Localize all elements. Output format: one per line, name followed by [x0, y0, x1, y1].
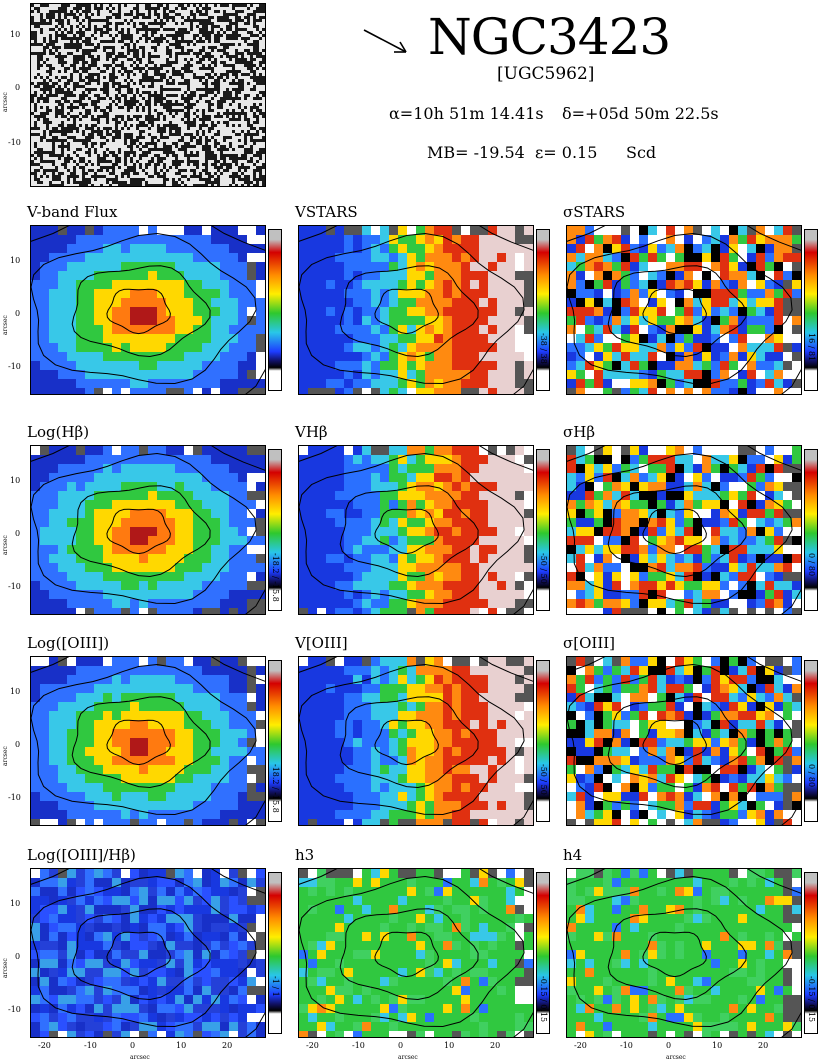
colorbar — [268, 872, 282, 1034]
panel-title: h3 — [295, 846, 315, 864]
x-tick-label: 0 — [666, 1041, 672, 1050]
panel-title: Log([OIII]/Hβ) — [27, 846, 136, 864]
panel-title: σHβ — [563, 423, 595, 441]
colorbar — [536, 872, 550, 1034]
morphological-type: Scd — [626, 143, 657, 162]
map-panel — [566, 656, 802, 826]
colorbar — [804, 872, 818, 1034]
colorbar-range-label: -18.2 / -15.8 — [271, 764, 280, 813]
x-tick-label: -20 — [38, 1041, 51, 1050]
x-tick-label: -10 — [84, 1041, 97, 1050]
panel-title: V[OIII] — [295, 634, 348, 652]
colorbar-range-label: -38 / 38 — [539, 333, 548, 364]
x-tick-label: 10 — [176, 1041, 187, 1050]
colorbar-range-label: -50 / 50 — [539, 553, 548, 584]
x-axis-label: arcsec — [666, 1054, 686, 1061]
y-tick-label: -10 — [8, 362, 21, 371]
colorbar-range-label: -18.2 / -15.8 — [271, 553, 280, 602]
colorbar — [536, 229, 550, 391]
colorbar — [804, 229, 818, 391]
y-axis-label: arcsec — [2, 746, 9, 766]
colorbar-range-label: 0 / 80 — [807, 764, 816, 788]
ra-coordinate: α=10h 51m 14.41s — [389, 104, 544, 123]
panel-title: σSTARS — [563, 203, 626, 221]
colorbar-range-label: 0 / 80 — [807, 553, 816, 577]
x-tick-label: -10 — [620, 1041, 633, 1050]
panel-title: V-band Flux — [27, 203, 118, 221]
x-tick-label: -10 — [352, 1041, 365, 1050]
absolute-magnitude: MB= -19.54 — [427, 143, 525, 162]
y-tick-label: 0 — [15, 309, 21, 318]
y-axis-label: arcsec — [2, 315, 9, 335]
y-tick-label: 10 — [10, 899, 21, 908]
colorbar-range-label: -0.15 / 0.15 — [807, 976, 816, 1023]
north-arrow-icon — [363, 29, 407, 53]
panel-title: h4 — [563, 846, 583, 864]
x-tick-label: 0 — [398, 1041, 404, 1050]
y-tick-label: -10 — [8, 582, 21, 591]
colorbar — [536, 660, 550, 822]
y-tick-label: 0 — [15, 952, 21, 961]
x-tick-label: -20 — [306, 1041, 319, 1050]
map-panel — [30, 445, 266, 615]
panel-title: σ[OIII] — [563, 634, 616, 652]
x-tick-label: 20 — [490, 1041, 501, 1050]
x-axis-label: arcsec — [398, 1054, 418, 1061]
ugc-name: [UGC5962] — [497, 64, 595, 84]
map-panel — [298, 868, 534, 1038]
map-panel — [566, 868, 802, 1038]
galaxy-name: NGC3423 — [428, 8, 671, 66]
map-panel — [30, 656, 266, 826]
colorbar — [804, 660, 818, 822]
x-tick-label: 10 — [444, 1041, 455, 1050]
panel-title: Log([OIII]) — [27, 634, 110, 652]
colorbar — [268, 660, 282, 822]
map-panel — [566, 225, 802, 395]
thumb-ytick-neg10: -10 — [8, 138, 21, 147]
colorbar — [536, 449, 550, 611]
colorbar-range-label: -1 / 1 — [271, 976, 280, 997]
x-tick-label: 20 — [758, 1041, 769, 1050]
thumb-ylabel: arcsec — [2, 92, 9, 112]
x-tick-label: 0 — [130, 1041, 136, 1050]
map-panel — [298, 445, 534, 615]
colorbar — [268, 449, 282, 611]
colorbar-range-label: -50 / 50 — [539, 764, 548, 795]
map-panel — [298, 225, 534, 395]
colorbar-range-label: -0.15 / 0.15 — [539, 976, 548, 1023]
y-tick-label: 0 — [15, 740, 21, 749]
y-tick-label: 0 — [15, 529, 21, 538]
colorbar — [804, 449, 818, 611]
y-tick-label: -10 — [8, 1005, 21, 1014]
y-axis-label: arcsec — [2, 958, 9, 978]
x-tick-label: 20 — [222, 1041, 233, 1050]
panel-title: Log(Hβ) — [27, 423, 90, 441]
map-panel — [30, 868, 266, 1038]
map-panel — [30, 225, 266, 395]
y-tick-label: 10 — [10, 687, 21, 696]
map-panel — [298, 656, 534, 826]
colorbar-range-label: 16 / 81 — [807, 333, 816, 362]
thumb-ytick-0: 0 — [15, 83, 21, 92]
x-tick-label: -20 — [574, 1041, 587, 1050]
panel-title: VSTARS — [295, 203, 358, 221]
y-tick-label: 10 — [10, 256, 21, 265]
unsharp-image — [30, 3, 266, 187]
thumb-ytick-10: 10 — [10, 30, 21, 39]
map-panel — [566, 445, 802, 615]
colorbar — [268, 229, 282, 391]
ellipticity: ε= 0.15 — [535, 143, 598, 162]
x-axis-label: arcsec — [130, 1054, 150, 1061]
y-tick-label: 10 — [10, 476, 21, 485]
y-axis-label: arcsec — [2, 535, 9, 555]
panel-title: VHβ — [295, 423, 328, 441]
x-tick-label: 10 — [712, 1041, 723, 1050]
y-tick-label: -10 — [8, 793, 21, 802]
dec-coordinate: δ=+05d 50m 22.5s — [562, 104, 719, 123]
